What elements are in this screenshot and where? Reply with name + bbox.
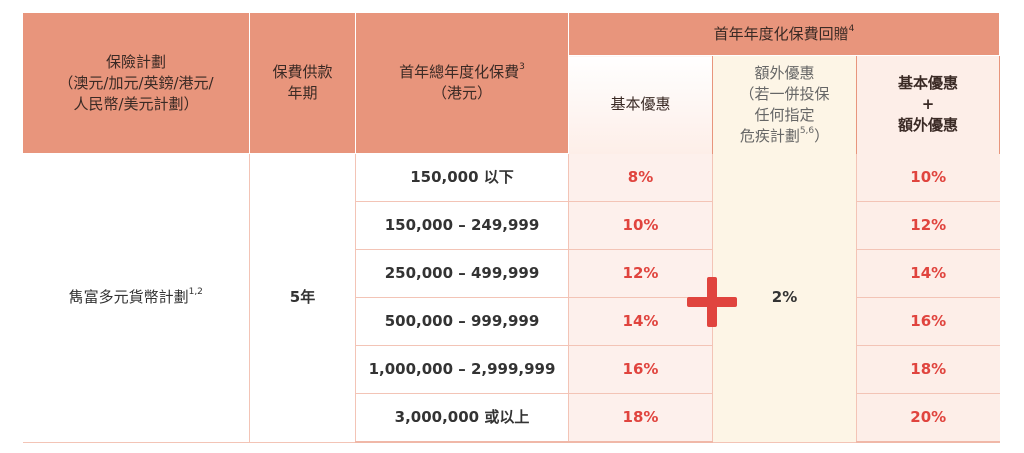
total-cell: 10%: [856, 153, 1000, 202]
text-line: （若一併投保: [739, 84, 830, 103]
range-cell: 250,000 – 499,999: [355, 249, 569, 298]
table-row: 雋富多元貨幣計劃1,2 5年 150,000 以下 8% 2% 10%: [22, 153, 1000, 443]
text-line: 額外優惠: [897, 116, 958, 135]
text: 首年年度化保費回贈: [713, 24, 849, 43]
range-cell: 500,000 – 999,999: [355, 297, 569, 346]
text-line: （澳元/加元/英鎊/港元/: [58, 73, 214, 92]
text-line: 危疾計劃5,6）: [739, 125, 830, 145]
basic-cell: 8%: [568, 153, 713, 202]
total-cell: 18%: [856, 345, 1000, 394]
range-cell: 150,000 以下: [355, 153, 569, 202]
text: ）: [814, 126, 830, 145]
total-cell: 12%: [856, 201, 1000, 250]
text-line: 人民幣/美元計劃）: [73, 94, 199, 113]
table-row: 1,000,000 – 2,999,999 16% 18%: [23, 345, 1000, 394]
text-line: 基本優惠: [897, 74, 958, 93]
header-premium: 首年總年度化保費3 （港元）: [355, 12, 569, 154]
header-rebate: 首年年度化保費回贈4: [568, 12, 1000, 56]
plus-icon: [687, 277, 737, 327]
text-line: 保費供款: [272, 63, 333, 81]
range-cell: 3,000,000 或以上: [355, 393, 569, 443]
header-total: 基本優惠 + 額外優惠: [856, 55, 1000, 154]
text: 雋富多元貨幣計劃: [68, 288, 189, 307]
header-plan: 保險計劃 （澳元/加元/英鎊/港元/人民幣/美元計劃）: [22, 12, 250, 154]
header-basic: 基本優惠: [568, 55, 713, 154]
text-line: 額外優惠: [754, 63, 815, 82]
sup: 4: [848, 23, 855, 34]
text-line: （港元）: [431, 84, 492, 102]
header-extra: 額外優惠 （若一併投保 任何指定 危疾計劃5,6）: [712, 55, 857, 154]
text-line: 任何指定: [754, 105, 815, 124]
range-cell: 150,000 – 249,999: [355, 201, 569, 250]
rebate-table: 保險計劃 （澳元/加元/英鎊/港元/人民幣/美元計劃） 保費供款年期 首年總年度化…: [22, 12, 1000, 443]
basic-cell: 10%: [568, 201, 713, 250]
total-cell: 16%: [856, 297, 1000, 346]
plan-cell: 雋富多元貨幣計劃1,2: [22, 153, 250, 443]
table-row: 3,000,000 或以上 18% 20%: [23, 393, 1000, 443]
text-line: 年期: [287, 84, 318, 102]
basic-cell: 18%: [568, 393, 713, 443]
range-cell: 1,000,000 – 2,999,999: [355, 345, 569, 394]
basic-cell: 12%: [568, 249, 713, 298]
table-row: 250,000 – 499,999 12% 14%: [23, 249, 1000, 298]
table-row: 150,000 – 249,999 10% 12%: [23, 201, 1000, 250]
sup: 1,2: [188, 287, 203, 298]
basic-cell: 16%: [568, 345, 713, 394]
text-line: 保險計劃: [105, 52, 166, 71]
table-row: 500,000 – 999,999 14% 16%: [23, 297, 1000, 346]
text-line: +: [921, 95, 935, 114]
total-cell: 20%: [856, 393, 1000, 443]
total-cell: 14%: [856, 249, 1000, 298]
text-line: 首年總年度化保費3: [399, 62, 525, 81]
text: 基本優惠: [610, 95, 671, 114]
basic-cell: 14%: [568, 297, 713, 346]
sup: 5,6: [799, 125, 815, 136]
sup: 3: [519, 62, 525, 72]
header-term: 保費供款 年期: [249, 12, 356, 154]
term-cell: 5年: [249, 153, 356, 443]
